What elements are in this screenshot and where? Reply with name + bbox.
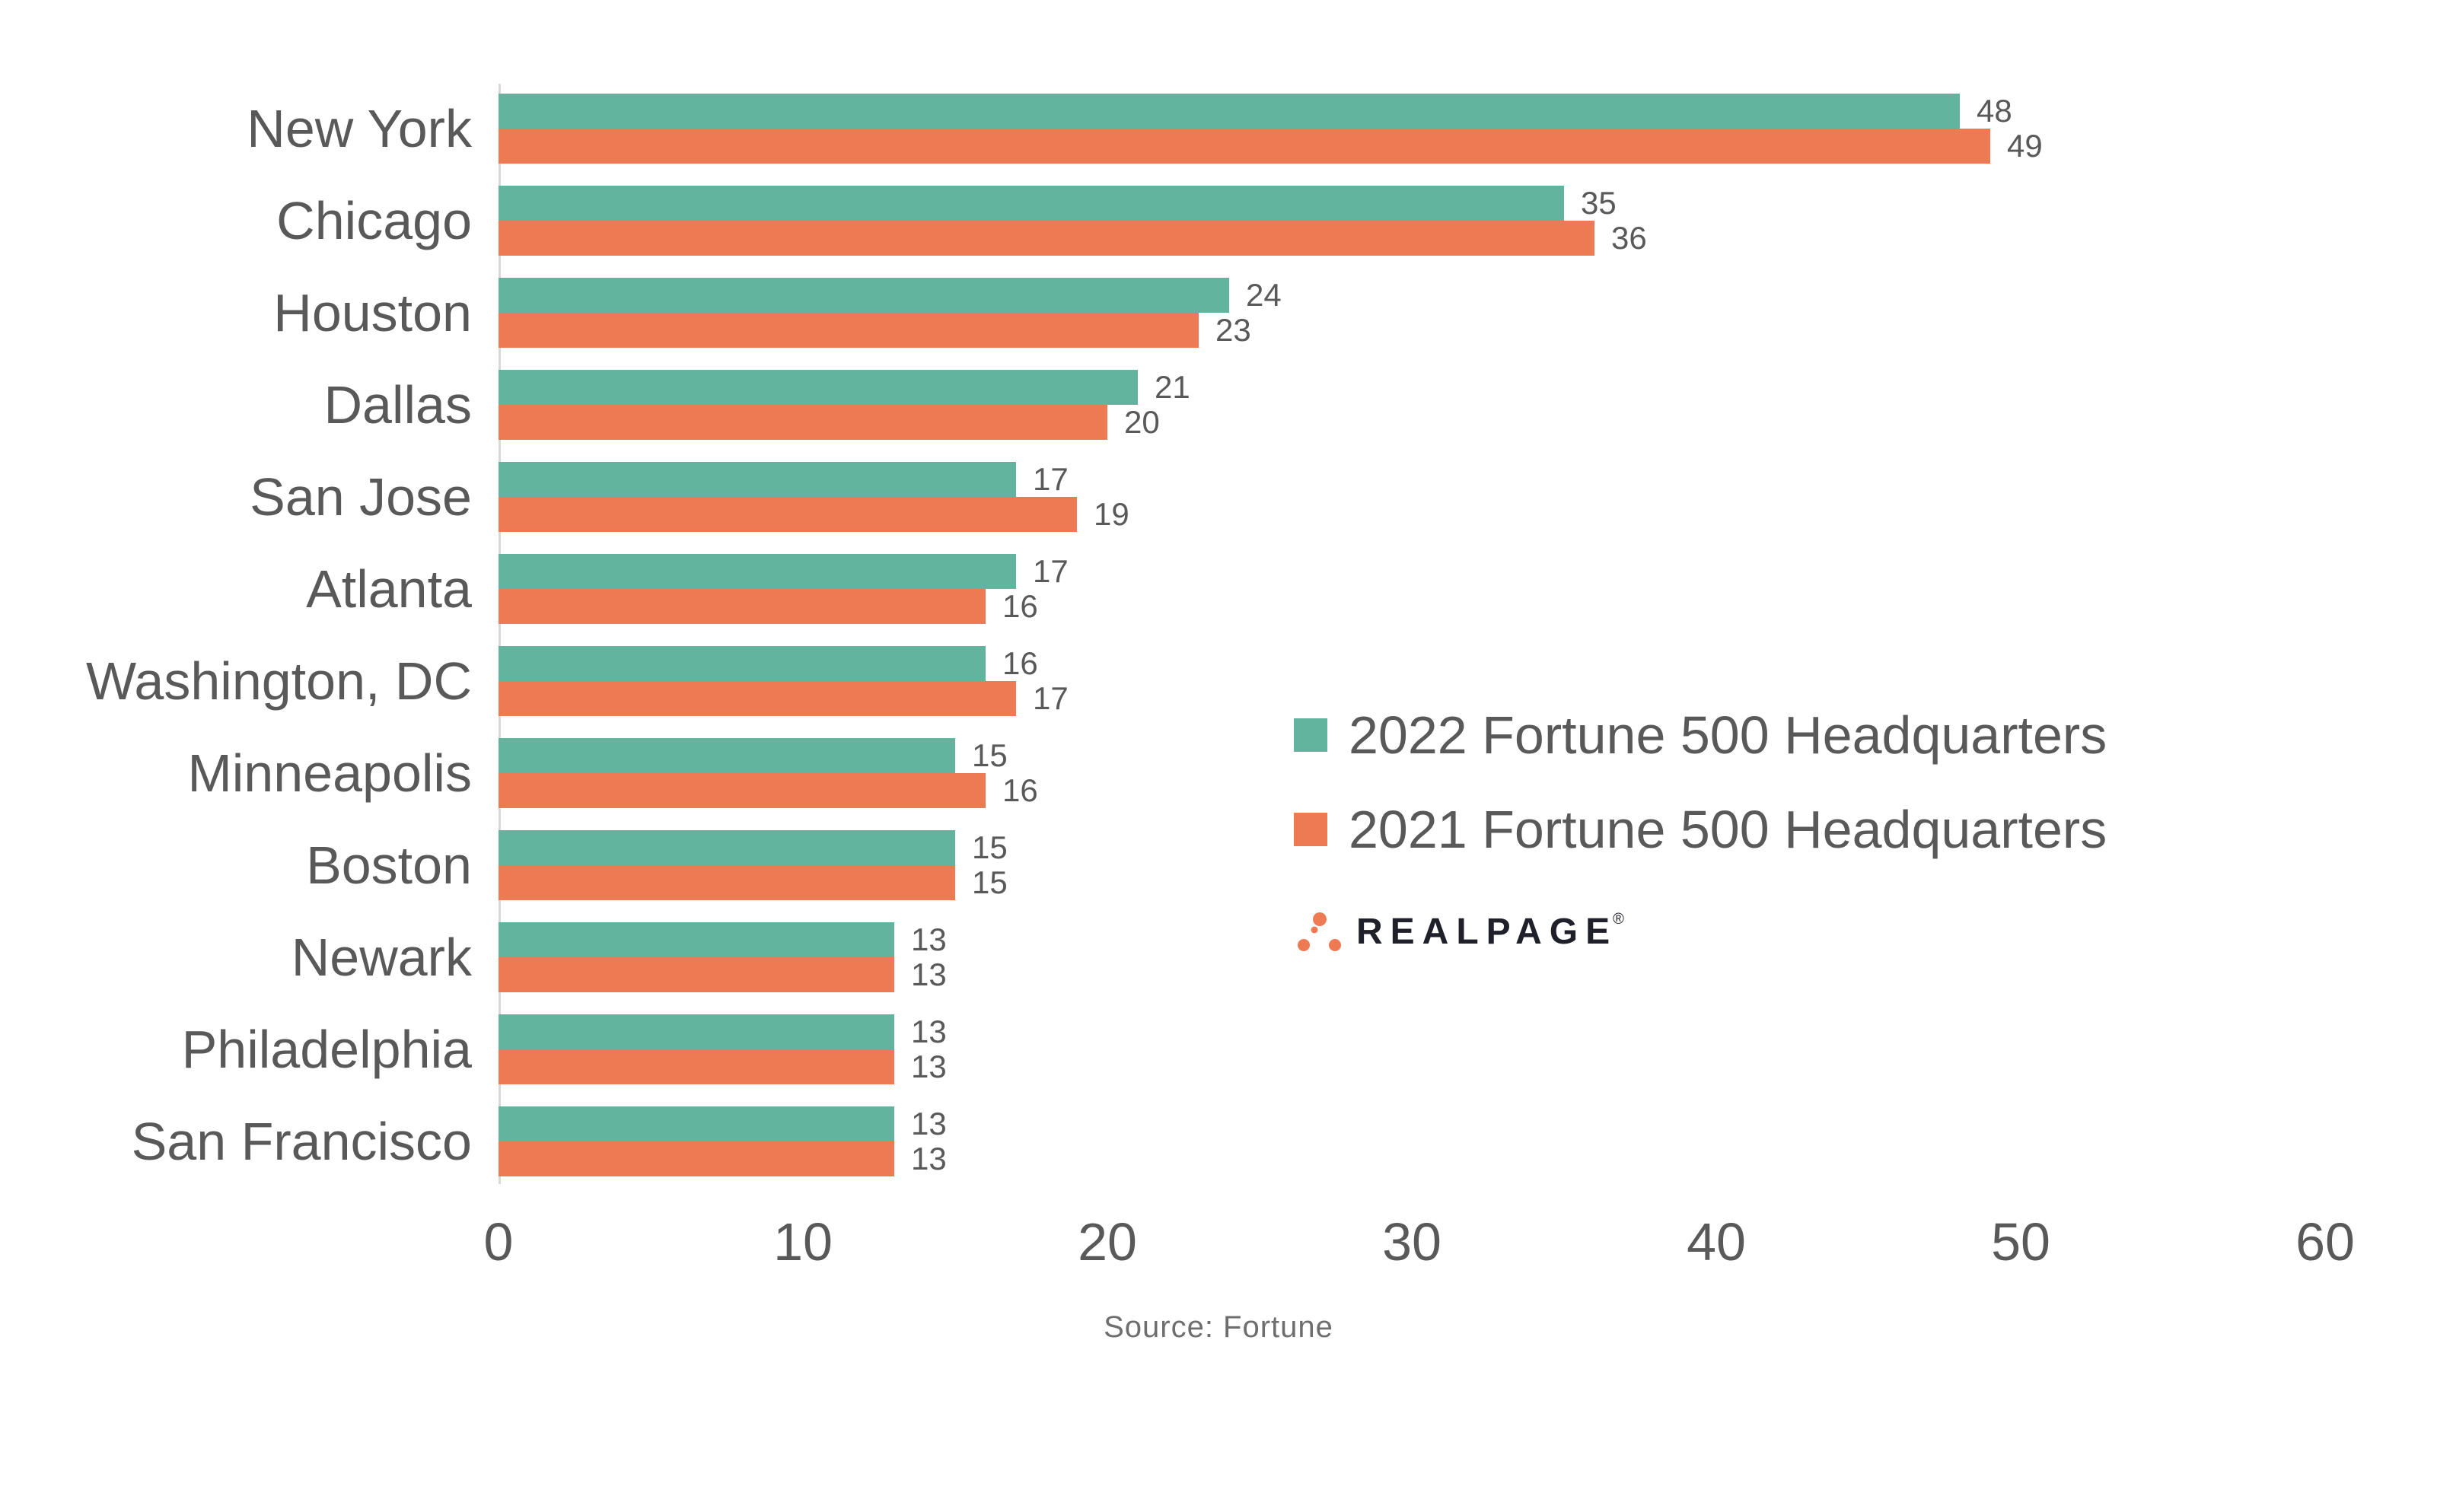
bar-2021: [499, 1141, 894, 1176]
category-label: Newark: [291, 928, 472, 987]
category-label: Dallas: [323, 375, 472, 435]
bar-value-label-2022: 17: [1033, 553, 1069, 589]
bar-value-label-2021: 13: [911, 957, 947, 992]
x-tick-label: 0: [483, 1212, 514, 1272]
realpage-logo: REALPAGE ®: [1297, 910, 1624, 953]
bar-2022: [499, 646, 986, 681]
category-label: Boston: [306, 836, 472, 895]
legend-label-2022: 2022 Fortune 500 Headquarters: [1349, 705, 2107, 765]
bar-2021: [499, 589, 986, 624]
category-label: Philadelphia: [181, 1020, 472, 1079]
bar-value-label-2021: 16: [1002, 772, 1038, 808]
bar-value-label-2022: 16: [1002, 645, 1038, 681]
category-label: Minneapolis: [187, 743, 472, 803]
bar-value-label-2021: 17: [1033, 680, 1069, 716]
category-label: San Jose: [250, 467, 472, 527]
bar-2022: [499, 94, 1960, 129]
bar-value-label-2022: 17: [1033, 461, 1069, 497]
bar-value-label-2022: 13: [911, 1014, 947, 1049]
legend-swatch-2022: [1294, 718, 1327, 752]
bar-value-label-2022: 15: [972, 829, 1008, 865]
bar-2021: [499, 865, 955, 900]
bar-value-label-2021: 13: [911, 1049, 947, 1084]
bar-2021: [499, 1049, 894, 1084]
legend-swatch-2021: [1294, 813, 1327, 846]
bar-value-label-2021: 15: [972, 864, 1008, 900]
bar-value-label-2021: 20: [1124, 404, 1160, 440]
category-label: Chicago: [276, 191, 472, 250]
bar-value-label-2022: 21: [1155, 369, 1190, 405]
bar-value-label-2021: 19: [1094, 496, 1129, 532]
bar-value-label-2021: 16: [1002, 588, 1038, 624]
bar-2022: [499, 186, 1564, 221]
bar-2022: [499, 922, 894, 957]
bar-2022: [499, 1106, 894, 1141]
x-tick-label: 60: [2295, 1212, 2355, 1272]
bar-2021: [499, 313, 1199, 348]
realpage-logo-dots-icon: [1298, 912, 1341, 951]
bar-2022: [499, 462, 1016, 497]
registered-trademark-symbol: ®: [1613, 910, 1624, 928]
bar-value-label-2021: 36: [1611, 220, 1647, 256]
bar-value-label-2022: 13: [911, 1106, 947, 1141]
bar-value-label-2021: 23: [1215, 312, 1251, 348]
source-note: Source: Fortune: [1104, 1310, 1333, 1344]
x-tick-label: 20: [1078, 1212, 1137, 1272]
bar-2022: [499, 370, 1138, 405]
category-label: New York: [247, 99, 472, 158]
bar-2021: [499, 681, 1016, 716]
bar-value-label-2021: 49: [2007, 128, 2043, 164]
bar-2021: [499, 129, 1990, 164]
category-label: San Francisco: [131, 1112, 472, 1171]
legend-item-2021: 2021 Fortune 500 Headquarters: [1294, 797, 2107, 861]
category-label: Atlanta: [306, 559, 472, 619]
bar-2021: [499, 497, 1077, 532]
bar-value-label-2021: 13: [911, 1141, 947, 1176]
bar-2022: [499, 554, 1016, 589]
bar-2022: [499, 1014, 894, 1049]
x-tick-label: 30: [1382, 1212, 1441, 1272]
x-tick-label: 50: [1991, 1212, 2050, 1272]
bar-2021: [499, 957, 894, 992]
realpage-wordmark: REALPAGE: [1356, 911, 1618, 952]
bar-2022: [499, 738, 955, 773]
bar-value-label-2022: 13: [911, 922, 947, 957]
legend-label-2021: 2021 Fortune 500 Headquarters: [1349, 800, 2107, 859]
legend-item-2022: 2022 Fortune 500 Headquarters: [1294, 703, 2107, 767]
bar-value-label-2022: 35: [1581, 185, 1617, 221]
x-tick-label: 10: [773, 1212, 833, 1272]
bar-2021: [499, 405, 1107, 440]
bar-value-label-2022: 15: [972, 737, 1008, 773]
bar-2022: [499, 830, 955, 865]
category-label: Houston: [273, 283, 472, 342]
category-label: Washington, DC: [85, 651, 472, 711]
bar-value-label-2022: 24: [1246, 277, 1282, 313]
bar-2022: [499, 278, 1229, 313]
bar-value-label-2022: 48: [1977, 93, 2012, 129]
y-axis-line: [499, 84, 501, 1184]
bar-2021: [499, 221, 1594, 256]
bar-2021: [499, 773, 986, 808]
x-tick-label: 40: [1687, 1212, 1746, 1272]
